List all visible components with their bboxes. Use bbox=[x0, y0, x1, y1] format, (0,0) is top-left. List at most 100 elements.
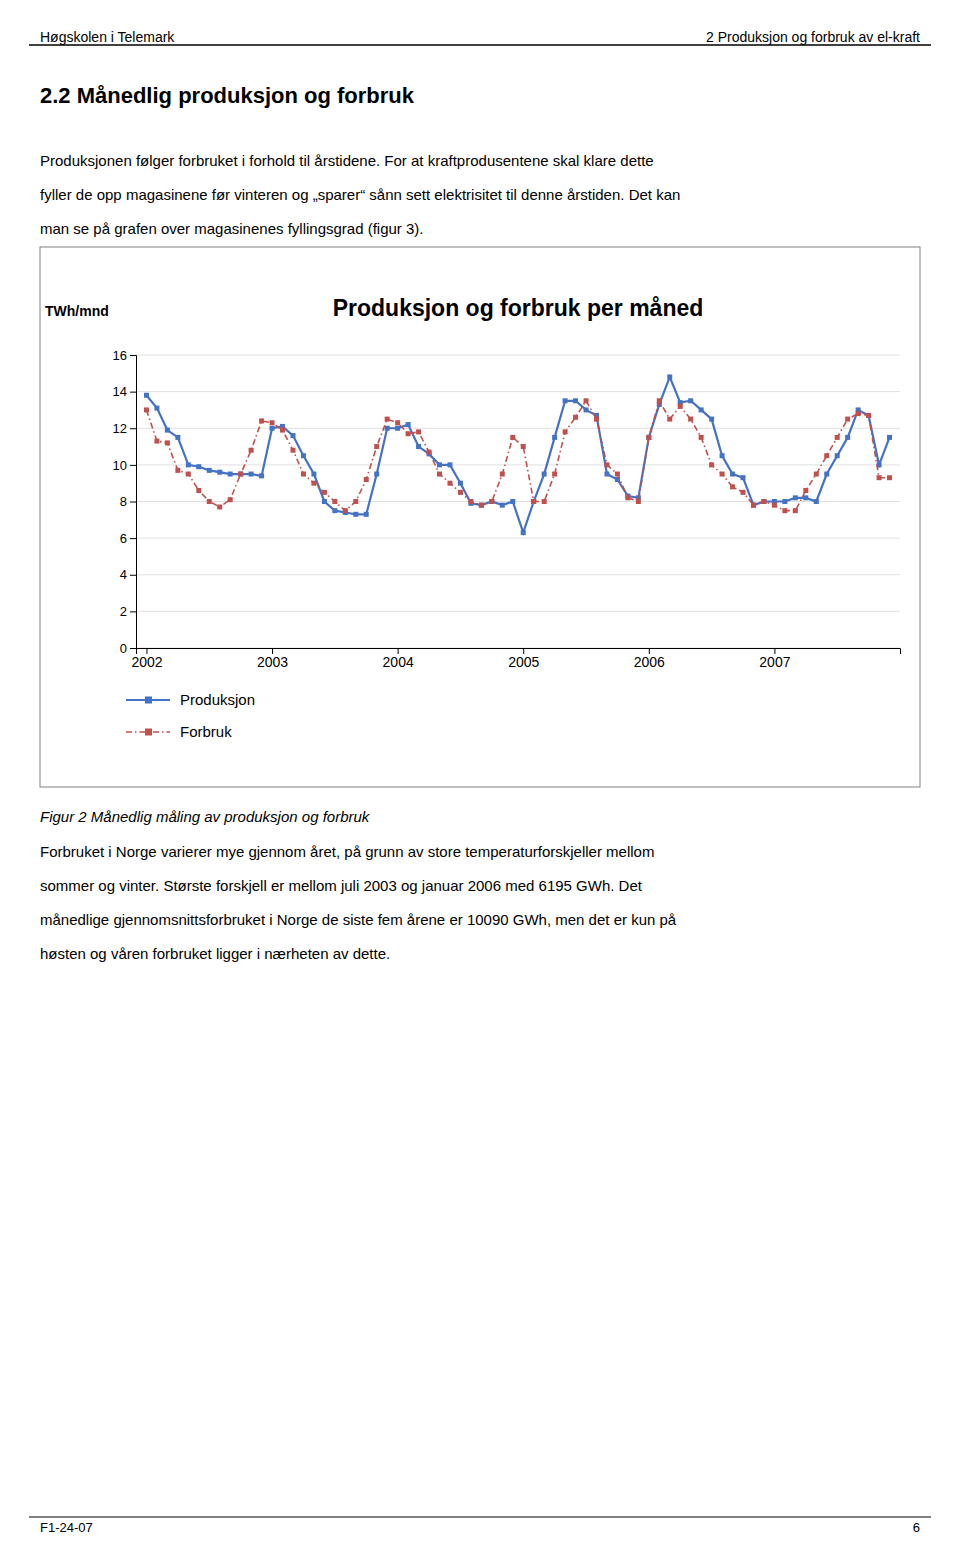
series-marker bbox=[720, 472, 725, 477]
series-marker bbox=[196, 488, 201, 493]
series-marker bbox=[207, 468, 212, 473]
footer-right: 6 bbox=[913, 1520, 920, 1535]
series-marker bbox=[531, 499, 536, 504]
x-tick: 2002 bbox=[131, 648, 162, 670]
series-marker bbox=[416, 429, 421, 434]
series-line bbox=[146, 401, 889, 511]
legend: ProduksjonForbruk bbox=[126, 691, 255, 740]
body-text: sommer og vinter. Største forskjell er m… bbox=[40, 877, 643, 894]
footer-rule bbox=[29, 1517, 931, 1518]
series-marker bbox=[437, 462, 442, 467]
series-marker bbox=[552, 435, 557, 440]
y-tick-mark bbox=[130, 465, 136, 466]
series-marker bbox=[270, 426, 275, 431]
y-tick-mark bbox=[130, 575, 136, 576]
series-marker bbox=[249, 472, 254, 477]
y-axis: 0246810121416 bbox=[113, 348, 137, 656]
series-marker bbox=[615, 472, 620, 477]
chart-title: Produksjon og forbruk per måned bbox=[333, 295, 704, 321]
series-marker bbox=[458, 490, 463, 495]
body-text: man se på grafen over magasinenes fyllin… bbox=[40, 220, 424, 237]
y-tick-label: 8 bbox=[120, 494, 127, 509]
y-tick: 8 bbox=[120, 494, 136, 509]
series-marker bbox=[730, 472, 735, 477]
y-tick-mark bbox=[130, 428, 136, 429]
y-tick: 6 bbox=[120, 531, 136, 546]
series-marker bbox=[709, 462, 714, 467]
series-marker bbox=[866, 413, 871, 418]
series-marker bbox=[437, 472, 442, 477]
grid-line bbox=[136, 538, 900, 539]
y-tick-mark bbox=[130, 502, 136, 503]
y-tick: 2 bbox=[120, 604, 136, 619]
series-marker bbox=[238, 472, 243, 477]
series-marker bbox=[217, 470, 222, 475]
series-marker bbox=[782, 499, 787, 504]
series-marker bbox=[144, 407, 149, 412]
body-text: månedlige gjennomsnittsforbruket i Norge… bbox=[40, 911, 677, 928]
series-marker bbox=[887, 475, 892, 480]
series-marker bbox=[625, 495, 630, 500]
body-text: Forbruket i Norge varierer mye gjennom å… bbox=[40, 843, 654, 860]
series-marker bbox=[406, 422, 411, 427]
series-marker bbox=[228, 472, 233, 477]
y-tick-mark bbox=[130, 355, 136, 356]
series-marker bbox=[238, 472, 243, 477]
series-marker bbox=[343, 508, 348, 513]
series-marker bbox=[280, 428, 285, 433]
series-marker bbox=[301, 453, 306, 458]
series-marker bbox=[395, 426, 400, 431]
series-marker bbox=[709, 417, 714, 422]
series-marker bbox=[835, 435, 840, 440]
series-marker bbox=[542, 499, 547, 504]
series-marker bbox=[406, 431, 411, 436]
header-right: 2 Produksjon og forbruk av el-kraft bbox=[706, 29, 920, 45]
series-marker bbox=[353, 499, 358, 504]
series-marker bbox=[385, 417, 390, 422]
y-tick-label: 0 bbox=[120, 641, 127, 656]
series-marker bbox=[364, 512, 369, 517]
footer-left: F1-24-07 bbox=[40, 1520, 93, 1535]
x-tick-label: 2003 bbox=[257, 654, 288, 670]
y-tick-label: 14 bbox=[113, 384, 127, 399]
series-marker bbox=[322, 499, 327, 504]
series-marker bbox=[479, 503, 484, 508]
series-marker bbox=[290, 433, 295, 438]
y-tick: 12 bbox=[113, 421, 136, 436]
caption: Figur 2 Månedlig måling av produksjon og… bbox=[40, 808, 371, 825]
series-marker bbox=[447, 462, 452, 467]
series-marker bbox=[542, 472, 547, 477]
section-title: 2.2 Månedlig produksjon og forbruk bbox=[40, 83, 415, 108]
series-marker bbox=[793, 508, 798, 513]
y-tick-label: 10 bbox=[113, 458, 127, 473]
series-marker bbox=[646, 435, 651, 440]
series-marker bbox=[751, 503, 756, 508]
series-marker bbox=[311, 472, 316, 477]
series-marker bbox=[154, 406, 159, 411]
series-line bbox=[146, 377, 889, 533]
body-text: høsten og våren forbruket ligger i nærhe… bbox=[40, 945, 390, 962]
y-tick-label: 16 bbox=[113, 348, 127, 363]
grid-line bbox=[136, 355, 900, 356]
series-marker bbox=[803, 495, 808, 500]
series-marker bbox=[584, 398, 589, 403]
series-marker bbox=[186, 472, 191, 477]
series-marker bbox=[573, 398, 578, 403]
series-marker bbox=[688, 417, 693, 422]
series-marker bbox=[374, 444, 379, 449]
y-axis-line bbox=[130, 356, 137, 649]
series-marker bbox=[793, 495, 798, 500]
series-marker bbox=[521, 444, 526, 449]
series-marker bbox=[552, 472, 557, 477]
x-axis: 200220032004200520062007 bbox=[131, 648, 900, 670]
series-marker bbox=[751, 503, 756, 508]
series-marker bbox=[228, 497, 233, 502]
series-marker bbox=[332, 508, 337, 513]
series-marker bbox=[573, 415, 578, 420]
series-marker bbox=[165, 440, 170, 445]
grid-line bbox=[136, 391, 900, 392]
series-marker bbox=[144, 393, 149, 398]
series-marker bbox=[259, 473, 264, 478]
series-marker bbox=[730, 484, 735, 489]
grid-line bbox=[136, 464, 900, 465]
